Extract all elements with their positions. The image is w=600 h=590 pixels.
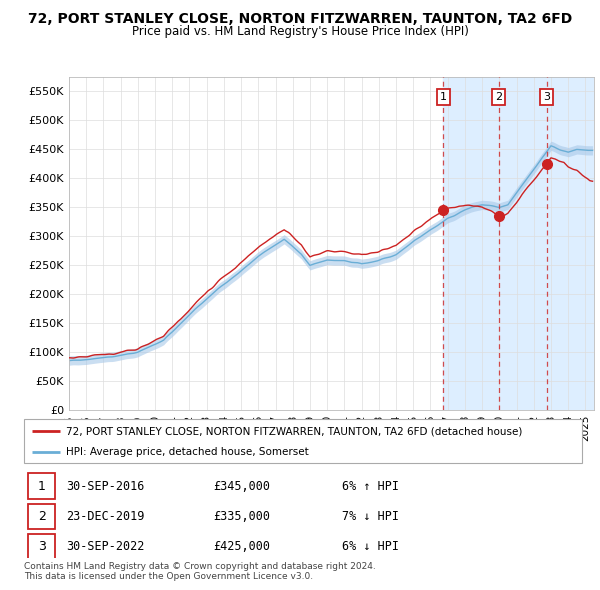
Bar xyxy=(499,77,594,410)
FancyBboxPatch shape xyxy=(28,473,55,499)
Text: 72, PORT STANLEY CLOSE, NORTON FITZWARREN, TAUNTON, TA2 6FD: 72, PORT STANLEY CLOSE, NORTON FITZWARRE… xyxy=(28,12,572,26)
Text: 1: 1 xyxy=(440,92,447,102)
Text: 2: 2 xyxy=(495,92,502,102)
FancyBboxPatch shape xyxy=(28,504,55,529)
Text: 7% ↓ HPI: 7% ↓ HPI xyxy=(342,510,399,523)
Text: 30-SEP-2022: 30-SEP-2022 xyxy=(66,540,144,553)
Text: HPI: Average price, detached house, Somerset: HPI: Average price, detached house, Some… xyxy=(66,447,308,457)
Text: 23-DEC-2019: 23-DEC-2019 xyxy=(66,510,144,523)
Text: 3: 3 xyxy=(38,540,46,553)
FancyBboxPatch shape xyxy=(28,534,55,559)
Text: £425,000: £425,000 xyxy=(214,540,271,553)
Text: £345,000: £345,000 xyxy=(214,480,271,493)
Text: £335,000: £335,000 xyxy=(214,510,271,523)
FancyBboxPatch shape xyxy=(24,419,582,463)
Text: Price paid vs. HM Land Registry's House Price Index (HPI): Price paid vs. HM Land Registry's House … xyxy=(131,25,469,38)
Text: 2: 2 xyxy=(38,510,46,523)
Text: 6% ↑ HPI: 6% ↑ HPI xyxy=(342,480,399,493)
Bar xyxy=(443,77,499,410)
Text: 1: 1 xyxy=(38,480,46,493)
Text: Contains HM Land Registry data © Crown copyright and database right 2024.
This d: Contains HM Land Registry data © Crown c… xyxy=(24,562,376,581)
Text: 3: 3 xyxy=(543,92,550,102)
Text: 6% ↓ HPI: 6% ↓ HPI xyxy=(342,540,399,553)
Text: 30-SEP-2016: 30-SEP-2016 xyxy=(66,480,144,493)
Text: 72, PORT STANLEY CLOSE, NORTON FITZWARREN, TAUNTON, TA2 6FD (detached house): 72, PORT STANLEY CLOSE, NORTON FITZWARRE… xyxy=(66,427,522,436)
